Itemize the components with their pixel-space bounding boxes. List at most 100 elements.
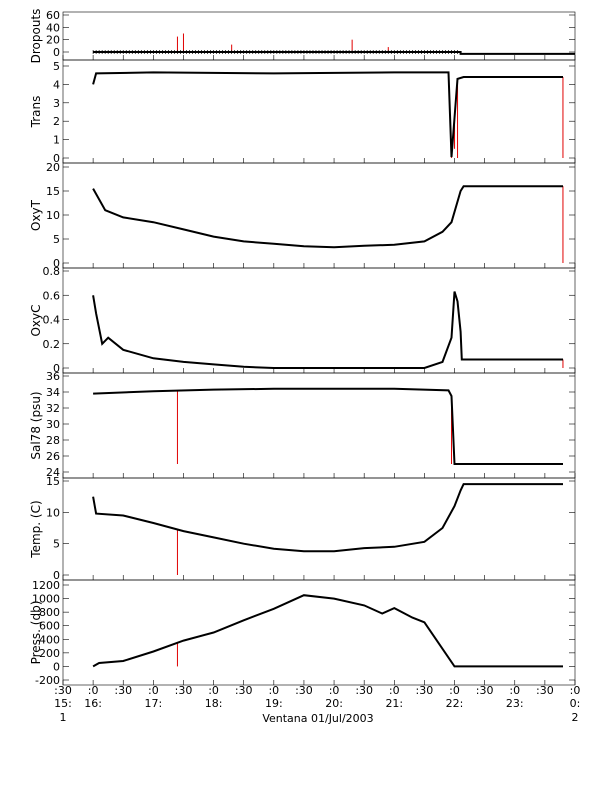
y-tick-label: 0 xyxy=(53,660,60,673)
y-tick-label: 15 xyxy=(46,185,60,198)
y-tick-label: 5 xyxy=(53,60,60,73)
x-tick-5: :018: xyxy=(205,684,223,710)
y-tick-label: 1000 xyxy=(32,593,60,606)
x-tick-label-hour: 23: xyxy=(506,697,524,710)
x-tick-label-minute: :0 xyxy=(88,684,99,697)
y-tick-label: 800 xyxy=(39,606,60,619)
y-tick-label: 5 xyxy=(53,233,60,246)
x-tick-label-minute: :30 xyxy=(416,684,434,697)
y-tick-label: 0 xyxy=(53,257,60,270)
y-tick-label: 26 xyxy=(46,450,60,463)
x-axis-title: Ventana 01/Jul/2003 xyxy=(262,712,373,725)
panel-frame xyxy=(62,267,576,374)
y-tick-label: 0 xyxy=(53,569,60,582)
y-tick-label: 0.4 xyxy=(43,314,61,327)
y-tick-label: 32 xyxy=(46,402,60,415)
panel-1: 0 1 2 3 4 5 Trans xyxy=(29,59,576,165)
x-tick-label-minute: :0 xyxy=(509,684,520,697)
x-tick-14: :30 xyxy=(476,684,494,697)
x-tick-label-hour: 20: xyxy=(325,697,343,710)
y-axis-title: Sal78 (psu) xyxy=(29,391,43,459)
y-axis-title: OxyC xyxy=(29,304,43,336)
x-tick-label-hour: 15: xyxy=(54,697,72,710)
y-tick-label: 0 xyxy=(53,152,60,165)
x-tick-label-minute: :0 xyxy=(389,684,400,697)
y-tick-label: 0 xyxy=(53,46,60,59)
series-line xyxy=(93,387,563,465)
y-tick-label: 10 xyxy=(46,506,60,519)
y-tick-label: 400 xyxy=(39,633,60,646)
y-tick-label: 0.6 xyxy=(43,289,61,302)
y-tick-label: 200 xyxy=(39,647,60,660)
x-tick-6: :30 xyxy=(235,684,253,697)
panel-2: 0 5 10 15 20 OxyT xyxy=(29,161,576,270)
y-tick-label: 30 xyxy=(46,418,60,431)
y-tick-label: 0.8 xyxy=(43,265,61,278)
y-tick-label: 1 xyxy=(53,134,60,147)
y-tick-label: 15 xyxy=(46,475,60,488)
x-tick-label-hour: 17: xyxy=(145,697,163,710)
x-tick-label-minute: :0 xyxy=(148,684,159,697)
x-tick-9: :020: xyxy=(325,684,343,710)
x-tick-label-minute: :30 xyxy=(114,684,132,697)
y-tick-label: 40 xyxy=(46,21,60,34)
y-tick-label: 600 xyxy=(39,620,60,633)
x-tick-2: :30 xyxy=(114,684,132,697)
y-tick-label: 0 xyxy=(53,362,60,375)
y-tick-label: 36 xyxy=(46,370,60,383)
series-line xyxy=(92,185,563,249)
x-tick-label-hour: 19: xyxy=(265,697,283,710)
x-tick-label-day: 1 xyxy=(60,711,67,724)
y-tick-label: 24 xyxy=(46,466,60,479)
panel-frame xyxy=(62,59,576,164)
series-line xyxy=(92,291,563,369)
series-line xyxy=(92,594,563,668)
x-tick-8: :30 xyxy=(295,684,313,697)
y-tick-label: 5 xyxy=(53,538,60,551)
y-tick-label: 2 xyxy=(53,115,60,128)
x-tick-1: :016: xyxy=(84,684,102,710)
x-tick-label-minute: :30 xyxy=(54,684,72,697)
x-tick-10: :30 xyxy=(355,684,373,697)
x-tick-11: :021: xyxy=(385,684,403,710)
y-tick-label: 10 xyxy=(46,209,60,222)
y-axis-title: Press. (db) xyxy=(29,601,43,665)
series-line xyxy=(92,483,563,553)
panel-frame xyxy=(62,162,576,269)
x-tick-16: :30 xyxy=(536,684,554,697)
x-tick-label-hour: 18: xyxy=(205,697,223,710)
x-tick-label-hour: 22: xyxy=(446,697,464,710)
y-tick-label: 60 xyxy=(46,9,60,22)
chart-panels: 0204060Dropouts012345Trans05101520OxyT00… xyxy=(29,9,576,687)
y-tick-label: 28 xyxy=(46,434,60,447)
y-tick-label: -200 xyxy=(35,674,60,687)
x-tick-label-minute: :30 xyxy=(476,684,494,697)
x-tick-label-minute: :0 xyxy=(449,684,460,697)
x-tick-label-minute: :0 xyxy=(268,684,279,697)
x-tick-label-minute: :30 xyxy=(295,684,313,697)
x-tick-label-hour: 0: xyxy=(570,697,581,710)
panel-frame xyxy=(62,477,576,581)
x-tick-13: :022: xyxy=(446,684,464,710)
y-axis-title: Temp. (C) xyxy=(29,500,43,558)
x-tick-3: :017: xyxy=(145,684,163,710)
x-tick-label-minute: :0 xyxy=(208,684,219,697)
x-tick-4: :30 xyxy=(175,684,193,697)
panel-3: 0 0.2 0.4 0.6 0.8 OxyC xyxy=(29,265,576,375)
y-tick-label: 3 xyxy=(53,97,60,110)
y-tick-label: 4 xyxy=(53,78,60,91)
x-tick-label-hour: 21: xyxy=(385,697,403,710)
y-tick-label: 0.2 xyxy=(43,338,61,351)
x-tick-label-hour: 16: xyxy=(84,697,102,710)
x-tick-label-minute: :30 xyxy=(175,684,193,697)
x-tick-15: :023: xyxy=(506,684,524,710)
y-tick-label: 20 xyxy=(46,34,60,47)
x-tick-label-day: 2 xyxy=(572,711,579,724)
panel-frame xyxy=(62,579,576,686)
x-tick-label-minute: :30 xyxy=(536,684,554,697)
shared-x-axis: :3015:1:016::30:017::30:018::30:019::30:… xyxy=(54,684,580,724)
